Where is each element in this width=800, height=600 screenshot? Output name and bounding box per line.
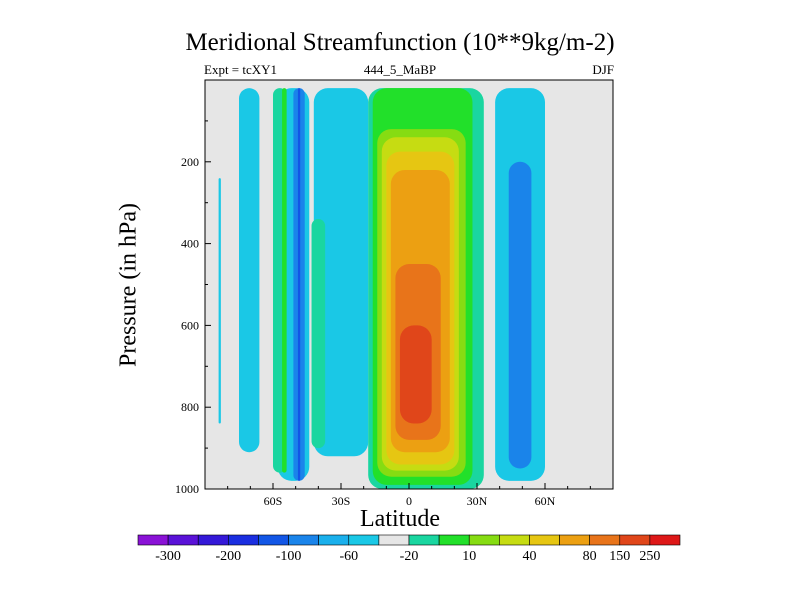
chart-title: Meridional Streamfunction (10**9kg/m-2) (185, 29, 615, 56)
colorbar-label: -100 (276, 549, 302, 564)
colorbar-box (649, 534, 681, 546)
colorbar-label: 150 (609, 549, 630, 564)
colorbar-box (258, 534, 289, 546)
y-tick-label: 1000 (175, 482, 199, 496)
x-tick-label: 30S (332, 494, 351, 508)
colorbar-box (619, 534, 651, 546)
x-tick-label: 60N (535, 494, 556, 508)
colorbar-label: -300 (155, 549, 181, 564)
contour-region-7 (297, 88, 301, 481)
colorbar-box (137, 534, 169, 546)
dataset-label: 444_5_MaBP (363, 62, 437, 77)
x-tick-label: 30N (467, 494, 488, 508)
colorbar-box (499, 534, 530, 546)
colorbar-label: -200 (215, 549, 241, 564)
contour-region-0 (218, 178, 221, 424)
x-axis: 60S 30S 0 30N 60N (227, 483, 591, 508)
y-tick-label: 200 (181, 155, 199, 169)
experiment-label: Expt = tcXY1 (204, 62, 278, 77)
colorbar-label: 250 (639, 549, 660, 564)
y-tick-label: 400 (181, 237, 199, 251)
x-tick-label: 60S (264, 494, 283, 508)
contour-region-3 (313, 88, 369, 457)
contour-fills (218, 88, 545, 489)
colorbar-box (197, 534, 229, 546)
colorbar-label: 40 (522, 549, 536, 564)
colorbar-box (288, 534, 319, 546)
contour-region-5 (311, 219, 326, 449)
contour-region-8 (282, 88, 287, 473)
colorbar-box (408, 534, 440, 546)
y-tick-label: 800 (181, 400, 199, 414)
y-tick-label: 600 (181, 318, 199, 332)
colorbar-box (589, 534, 621, 546)
colorbar-box (167, 534, 199, 546)
y-axis: 200 400 600 800 1000 (175, 120, 211, 496)
contour-region-1 (239, 88, 260, 453)
colorbar-box (529, 534, 560, 546)
colorbar-box (559, 534, 590, 546)
y-axis-title: Pressure (in hPa) (115, 203, 142, 367)
x-axis-title: Latitude (360, 506, 440, 532)
x-tick-label: 0 (406, 494, 412, 508)
colorbar-label: -20 (400, 549, 419, 564)
colorbar-box (438, 534, 470, 546)
colorbar-box (228, 534, 259, 546)
colorbar-box (348, 534, 380, 546)
colorbar-box (468, 534, 500, 546)
colorbar-label: 80 (583, 549, 597, 564)
colorbar: -300 -200 -100 -60 -20 10 40 80 150 250 (137, 534, 681, 564)
contour-region-18 (399, 325, 432, 424)
colorbar-box (318, 534, 350, 546)
colorbar-label: -60 (339, 549, 358, 564)
colorbar-box (378, 534, 410, 546)
contour-region-10 (508, 161, 532, 469)
season-label: DJF (592, 62, 614, 77)
colorbar-label: 10 (462, 549, 476, 564)
